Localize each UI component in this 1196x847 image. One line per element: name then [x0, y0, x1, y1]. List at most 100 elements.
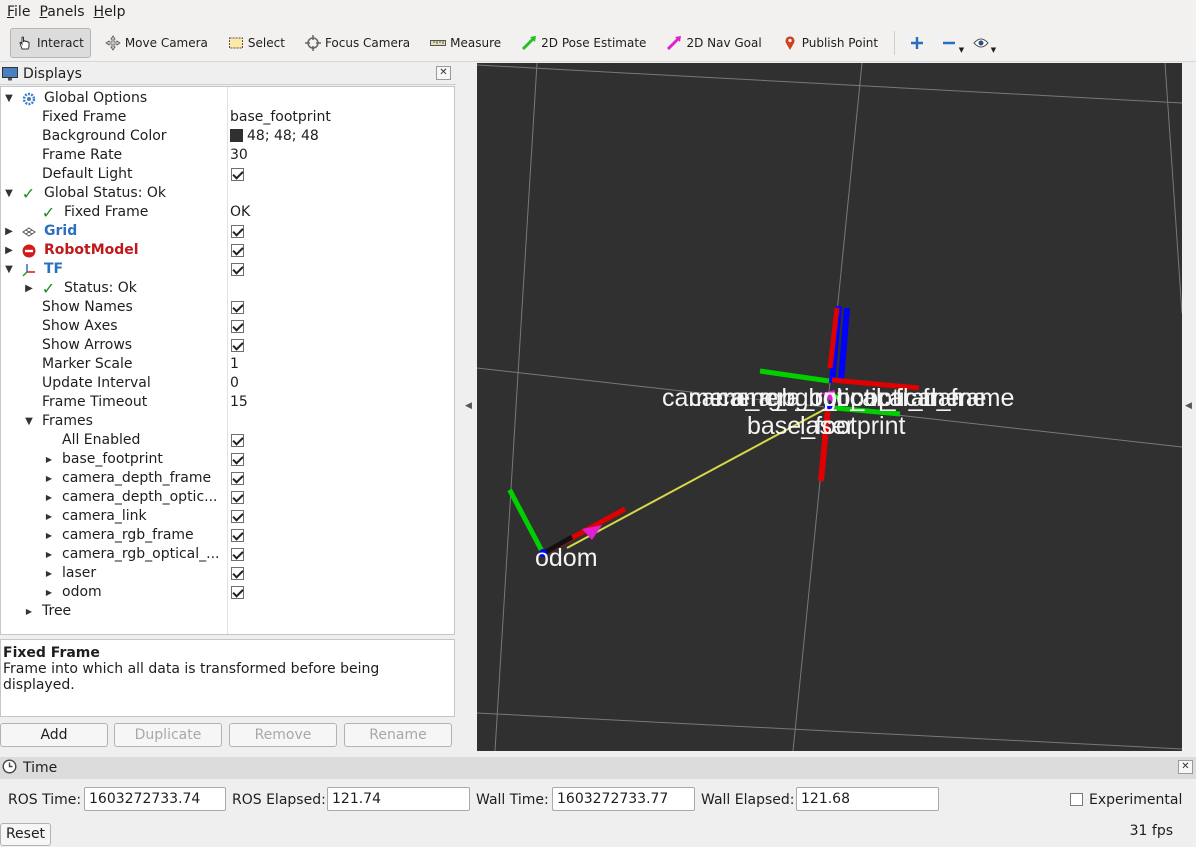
tree-row-frame-camera-rgb-optical[interactable]: ▶ camera_rgb_optical_... — [1, 545, 454, 564]
frame-checkbox[interactable] — [231, 567, 244, 580]
tree-row-frame-camera-depth-frame[interactable]: ▶ camera_depth_frame — [1, 469, 454, 488]
render-3d-view[interactable]: camera_rgb_optical_frame camera_rgb_opti… — [477, 63, 1182, 751]
tree-row-global-options[interactable]: ▼ Global Options — [1, 89, 454, 108]
fixed-frame-value[interactable]: base_footprint — [230, 109, 331, 125]
expand-arrow-icon[interactable]: ▶ — [45, 512, 53, 521]
default-light-checkbox[interactable] — [231, 168, 244, 181]
tree-row-frame-base-footprint[interactable]: ▶ base_footprint — [1, 450, 454, 469]
add-tool-button[interactable] — [905, 31, 929, 55]
tree-row-marker-scale[interactable]: Marker Scale 1 — [1, 355, 454, 374]
select-tool-button[interactable]: Select — [222, 28, 291, 58]
ros-elapsed-label: ROS Elapsed: — [232, 792, 326, 808]
tree-row-tf[interactable]: ▼ TF — [1, 260, 454, 279]
nav-goal-tool-button[interactable]: 2D Nav Goal — [660, 28, 767, 58]
tree-row-tree[interactable]: ▶ Tree — [1, 602, 454, 621]
expand-arrow-icon[interactable]: ▶ — [5, 245, 13, 256]
frame-checkbox[interactable] — [231, 586, 244, 599]
grid-checkbox[interactable] — [231, 225, 244, 238]
close-icon[interactable]: ✕ — [1178, 760, 1193, 774]
reset-button[interactable]: Reset — [0, 823, 51, 846]
wall-elapsed-field[interactable]: 121.68 — [796, 787, 939, 811]
menu-panels[interactable]: Panels — [39, 4, 85, 20]
show-arrows-checkbox[interactable] — [231, 339, 244, 352]
tree-row-frame-camera-rgb-frame[interactable]: ▶ camera_rgb_frame — [1, 526, 454, 545]
expand-arrow-icon[interactable]: ▼ — [5, 188, 13, 199]
panels-visibility-button[interactable]: ▼ — [969, 31, 996, 55]
expand-arrow-icon[interactable]: ▶ — [45, 569, 53, 578]
expand-arrow-icon[interactable]: ▶ — [25, 283, 33, 294]
menu-file[interactable]: File — [7, 4, 31, 20]
tree-row-global-status[interactable]: ▼ ✓ Global Status: Ok — [1, 184, 454, 203]
tree-row-show-axes[interactable]: Show Axes — [1, 317, 454, 336]
wall-time-field[interactable]: 1603272733.77 — [552, 787, 695, 811]
show-names-checkbox[interactable] — [231, 301, 244, 314]
tree-row-frame-odom[interactable]: ▶ odom — [1, 583, 454, 602]
background-color-value[interactable]: 48; 48; 48 — [230, 127, 319, 146]
tree-row-tf-status[interactable]: ▶ ✓ Status: Ok — [1, 279, 454, 298]
interact-tool-button[interactable]: Interact — [10, 28, 91, 58]
expand-arrow-icon[interactable]: ▶ — [25, 607, 33, 616]
tree-row-update-interval[interactable]: Update Interval 0 — [1, 374, 454, 393]
ros-elapsed-field[interactable]: 121.74 — [327, 787, 470, 811]
frame-rate-value[interactable]: 30 — [230, 147, 248, 163]
duplicate-button[interactable]: Duplicate — [114, 723, 222, 747]
row-name: Frame Timeout — [42, 394, 148, 410]
tree-row-frame-camera-link[interactable]: ▶ camera_link — [1, 507, 454, 526]
tree-row-show-arrows[interactable]: Show Arrows — [1, 336, 454, 355]
tree-row-frame-laser[interactable]: ▶ laser — [1, 564, 454, 583]
tree-row-show-names[interactable]: Show Names — [1, 298, 454, 317]
row-name: camera_rgb_optical_... — [62, 546, 220, 562]
expand-arrow-icon[interactable]: ▶ — [45, 588, 53, 597]
tree-row-frames[interactable]: ▼ Frames — [1, 412, 454, 431]
tf-checkbox[interactable] — [231, 263, 244, 276]
robot-model-checkbox[interactable] — [231, 244, 244, 257]
publish-point-tool-button[interactable]: Publish Point — [776, 28, 884, 58]
expand-arrow-icon[interactable]: ▶ — [45, 550, 53, 559]
rename-button[interactable]: Rename — [344, 723, 452, 747]
experimental-checkbox[interactable] — [1070, 793, 1083, 806]
tree-row-default-light[interactable]: Default Light — [1, 165, 454, 184]
expand-arrow-icon[interactable]: ▶ — [45, 493, 53, 502]
frame-checkbox[interactable] — [231, 491, 244, 504]
expand-arrow-icon[interactable]: ▶ — [5, 226, 13, 237]
row-name: Grid — [44, 223, 78, 239]
tree-row-robot-model[interactable]: ▶ RobotModel — [1, 241, 454, 260]
move-camera-tool-button[interactable]: Move Camera — [99, 28, 214, 58]
frame-checkbox[interactable] — [231, 510, 244, 523]
tree-row-all-enabled[interactable]: All Enabled — [1, 431, 454, 450]
ros-time-field[interactable]: 1603272733.74 — [84, 787, 226, 811]
expand-arrow-icon[interactable]: ▼ — [5, 93, 13, 104]
expand-arrow-icon[interactable]: ▶ — [45, 531, 53, 540]
frame-checkbox[interactable] — [231, 548, 244, 561]
expand-arrow-icon[interactable]: ▶ — [45, 455, 53, 464]
tree-row-frame-timeout[interactable]: Frame Timeout 15 — [1, 393, 454, 412]
tree-row-frame-rate[interactable]: Frame Rate 30 — [1, 146, 454, 165]
menu-help[interactable]: Help — [93, 4, 126, 20]
pose-arrow-icon — [521, 35, 537, 51]
remove-tool-button[interactable]: ▼ — [937, 31, 964, 55]
show-axes-checkbox[interactable] — [231, 320, 244, 333]
frame-checkbox[interactable] — [231, 472, 244, 485]
add-button[interactable]: Add — [0, 723, 108, 747]
splitter-left-arrow-icon[interactable]: ◀ — [465, 401, 472, 411]
remove-button[interactable]: Remove — [229, 723, 337, 747]
expand-arrow-icon[interactable]: ▶ — [45, 474, 53, 483]
measure-tool-button[interactable]: Measure — [424, 28, 507, 58]
close-icon[interactable]: ✕ — [436, 66, 451, 80]
update-interval-value[interactable]: 0 — [230, 375, 239, 391]
splitter-right-arrow-icon[interactable]: ◀ — [1185, 401, 1192, 411]
marker-scale-value[interactable]: 1 — [230, 356, 239, 372]
frame-checkbox[interactable] — [231, 529, 244, 542]
expand-arrow-icon[interactable]: ▼ — [25, 416, 33, 427]
tree-row-frame-camera-depth-optical[interactable]: ▶ camera_depth_optic... — [1, 488, 454, 507]
frame-timeout-value[interactable]: 15 — [230, 394, 248, 410]
tree-row-background-color[interactable]: Background Color 48; 48; 48 — [1, 127, 454, 146]
tree-row-grid[interactable]: ▶ Grid — [1, 222, 454, 241]
expand-arrow-icon[interactable]: ▼ — [5, 264, 13, 275]
tree-row-fixed-frame[interactable]: Fixed Frame base_footprint — [1, 108, 454, 127]
frame-checkbox[interactable] — [231, 453, 244, 466]
tree-row-status-fixed-frame[interactable]: ✓ Fixed Frame OK — [1, 203, 454, 222]
all-enabled-checkbox[interactable] — [231, 434, 244, 447]
pose-estimate-tool-button[interactable]: 2D Pose Estimate — [515, 28, 652, 58]
focus-camera-tool-button[interactable]: Focus Camera — [299, 28, 416, 58]
